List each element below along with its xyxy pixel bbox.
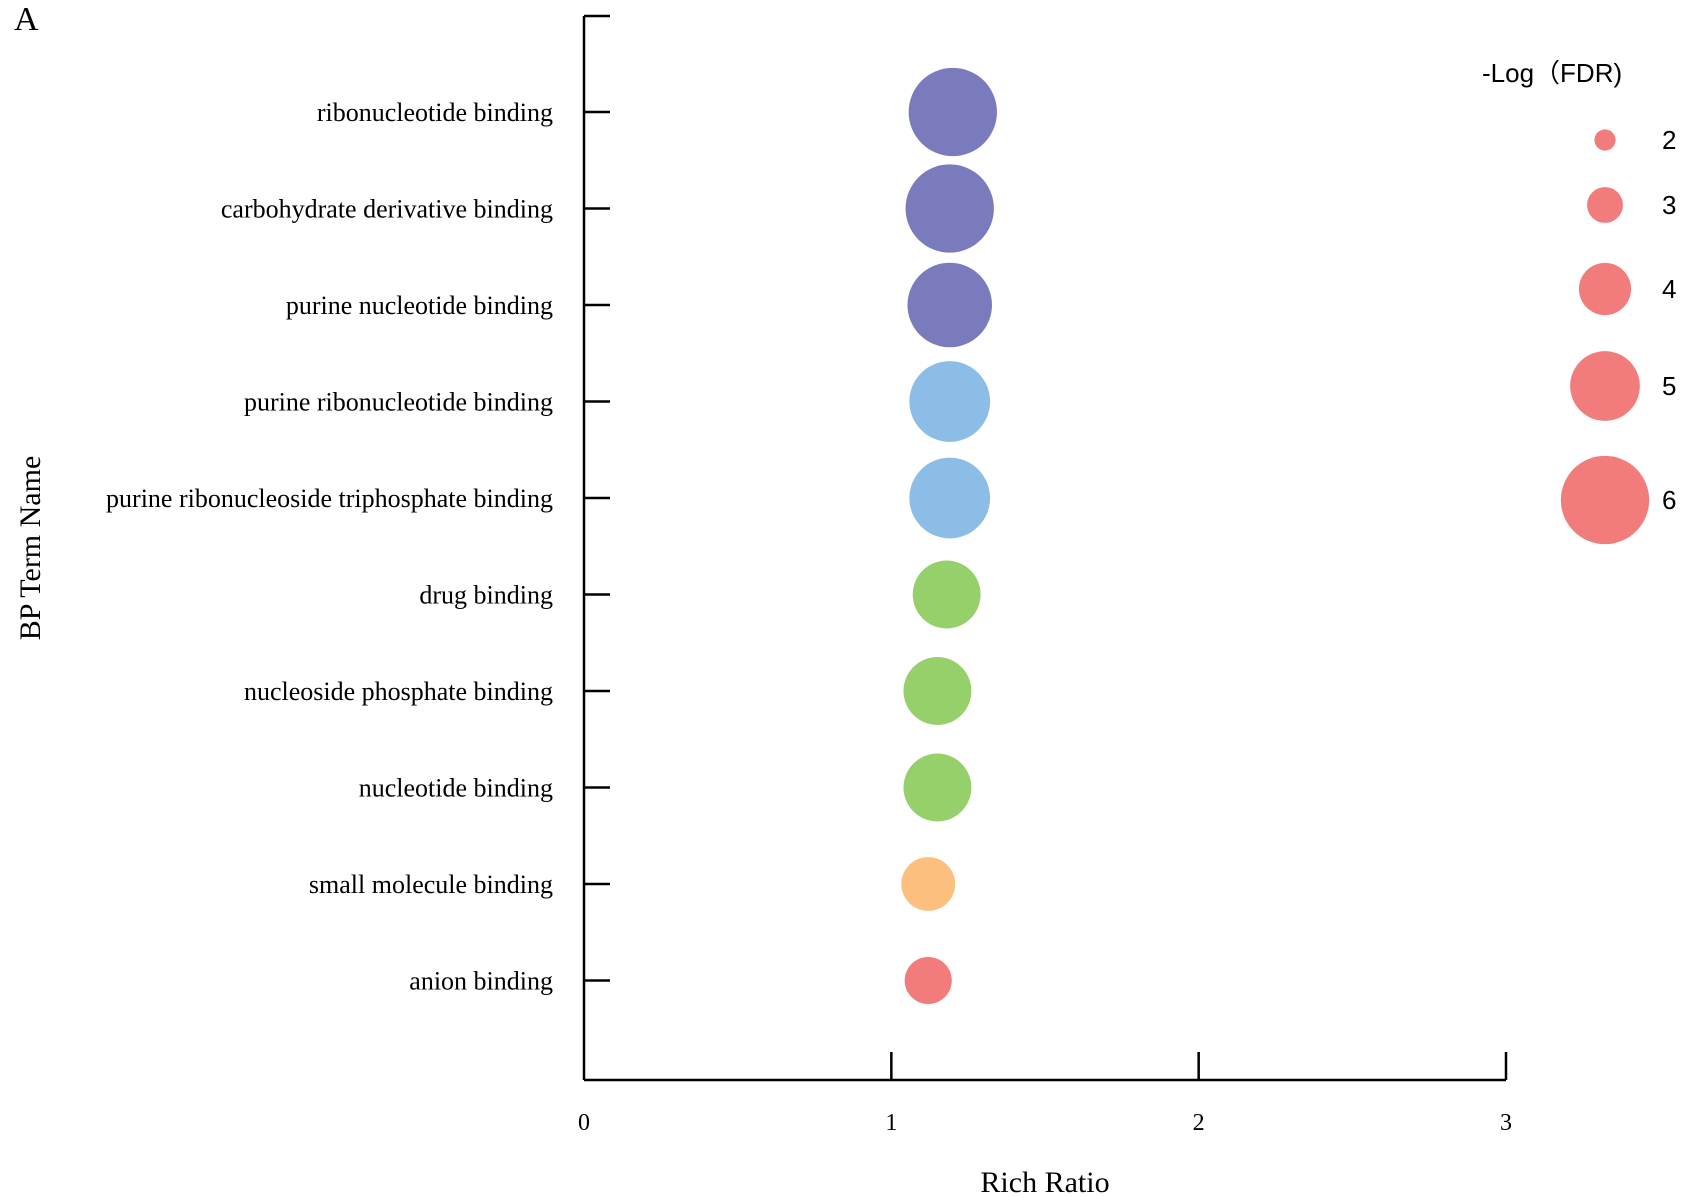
bubble-point xyxy=(909,457,991,539)
bubble-point xyxy=(908,67,997,157)
y-ticks xyxy=(584,110,610,982)
x-ticks xyxy=(890,1052,1508,1080)
y-tick-label: nucleotide binding xyxy=(359,774,553,803)
y-axis-label: BP Term Name xyxy=(14,456,47,641)
legend-label: 5 xyxy=(1662,371,1676,401)
y-tick-label: ribonucleotide binding xyxy=(317,98,553,127)
bubble-point xyxy=(901,857,956,911)
bubble-point xyxy=(912,560,981,629)
legend-bubble xyxy=(1594,129,1616,151)
bubbles xyxy=(901,67,997,1005)
x-tick-label: 1 xyxy=(885,1110,897,1136)
legend-title: -Log（FDR) xyxy=(1482,58,1622,88)
x-tick-labels: 0 1 2 3 xyxy=(578,1110,1512,1136)
y-tick-label: purine nucleotide binding xyxy=(286,291,553,320)
bubble-point xyxy=(903,657,972,725)
size-legend: -Log（FDR) 2 3 4 5 6 xyxy=(1482,58,1676,545)
bubble-point xyxy=(905,164,994,253)
x-axis-label: Rich Ratio xyxy=(980,1166,1109,1197)
y-tick-label: anion binding xyxy=(409,967,553,996)
x-tick-label: 0 xyxy=(578,1110,590,1136)
legend-items: 2 3 4 5 6 xyxy=(1560,125,1676,545)
x-tick-label: 3 xyxy=(1500,1110,1512,1136)
bubble-point xyxy=(909,361,991,442)
legend-label: 4 xyxy=(1662,274,1676,304)
y-tick-label: small molecule binding xyxy=(309,870,553,899)
y-tick-label: purine ribonucleoside triphosphate bindi… xyxy=(106,484,553,513)
y-tick-label: purine ribonucleotide binding xyxy=(244,388,553,417)
bubble-point xyxy=(907,262,992,348)
panel-label: A xyxy=(14,1,39,38)
legend-bubble xyxy=(1578,262,1632,316)
legend-label: 2 xyxy=(1662,125,1676,155)
legend-label: 6 xyxy=(1662,485,1676,515)
bubble-point xyxy=(904,956,952,1005)
legend-bubble xyxy=(1570,351,1640,421)
bubble-point xyxy=(903,753,972,822)
legend-label: 3 xyxy=(1662,190,1676,220)
legend-bubble xyxy=(1560,455,1650,545)
legend-bubble xyxy=(1587,187,1623,223)
y-tick-labels: ribonucleotide binding carbohydrate deriv… xyxy=(106,98,553,996)
y-tick-label: carbohydrate derivative binding xyxy=(221,195,553,224)
y-tick-label: drug binding xyxy=(419,581,553,610)
x-tick-label: 2 xyxy=(1193,1110,1205,1136)
y-tick-label: nucleoside phosphate binding xyxy=(244,677,553,706)
